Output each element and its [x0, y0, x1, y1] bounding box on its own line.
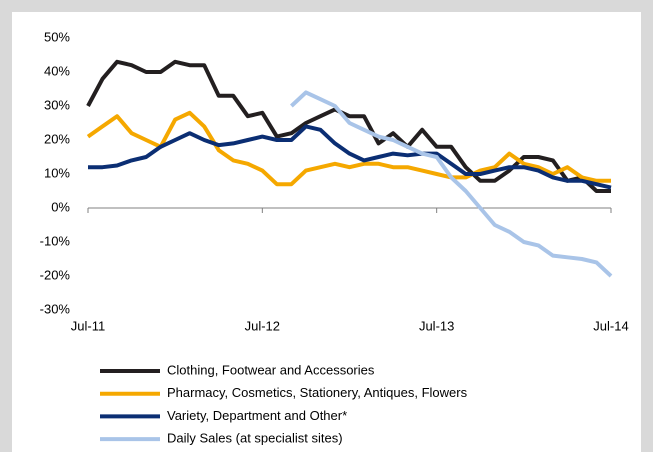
x-tick-label: Jul-12: [245, 318, 280, 333]
series-line: [86, 59, 611, 193]
y-tick-label: 20%: [44, 131, 70, 146]
y-tick-label: 10%: [44, 165, 70, 180]
y-tick-label: -20%: [40, 267, 71, 282]
legend-label: Clothing, Footwear and Accessories: [167, 362, 375, 377]
legend-label: Variety, Department and Other*: [167, 408, 347, 423]
series-line: [290, 90, 613, 278]
y-tick-label: 50%: [44, 29, 70, 44]
legend-label: Pharmacy, Cosmetics, Stationery, Antique…: [167, 385, 468, 400]
x-tick-label: Jul-13: [419, 318, 454, 333]
y-tick-label: 30%: [44, 97, 70, 112]
series-line: [86, 110, 611, 187]
panel: [12, 12, 641, 452]
series-line: [88, 124, 612, 190]
x-tick-label: Jul-14: [593, 318, 628, 333]
legend-label: Daily Sales (at specialist sites): [167, 431, 343, 446]
y-tick-label: -10%: [40, 233, 71, 248]
y-tick-label: -30%: [40, 301, 71, 316]
y-tick-label: 40%: [44, 63, 70, 78]
y-tick-label: 0%: [51, 199, 70, 214]
x-tick-label: Jul-11: [71, 318, 105, 333]
